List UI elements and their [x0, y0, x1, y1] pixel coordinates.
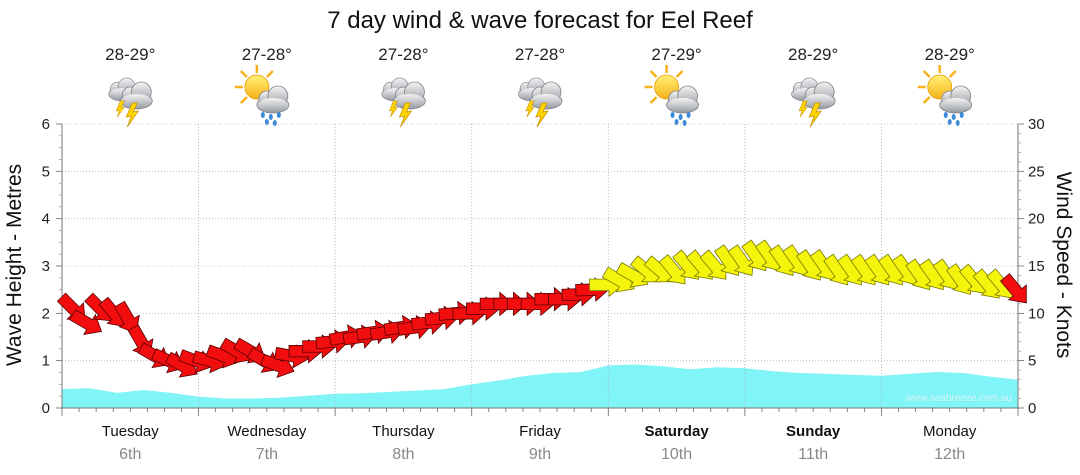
day-name-label: Thursday — [372, 423, 435, 440]
y-tick-label-left: 3 — [42, 258, 50, 275]
y-tick-label-right: 15 — [1028, 258, 1045, 275]
day-name-label: Tuesday — [102, 423, 159, 440]
y-tick-label-right: 0 — [1028, 400, 1036, 417]
wind-arrow — [727, 244, 754, 276]
wind-arrow — [69, 309, 103, 336]
y-tick-label-left: 0 — [42, 400, 50, 417]
cloud-storm-icon — [518, 78, 562, 127]
day-name-label: Saturday — [644, 423, 709, 440]
day-temperature: 28-29° — [788, 45, 838, 64]
y-tick-label-left: 4 — [42, 211, 50, 228]
day-date-label: 6th — [119, 446, 141, 463]
wind-arrow — [999, 273, 1027, 304]
day-date-label: 10th — [661, 446, 692, 463]
day-temperature: 28-29° — [925, 45, 975, 64]
y-tick-label-left: 5 — [42, 163, 50, 180]
y-tick-label-right: 5 — [1028, 353, 1036, 370]
sun-cloud-rain-icon — [235, 65, 289, 126]
wave-height-area — [62, 364, 1018, 408]
day-temperature: 27-28° — [378, 45, 428, 64]
y-tick-label-left: 1 — [42, 353, 50, 370]
day-temperature: 27-28° — [515, 45, 565, 64]
day-date-label: 9th — [529, 446, 551, 463]
day-date-label: 8th — [392, 446, 414, 463]
cloud-storm-icon — [792, 78, 836, 127]
day-name-label: Wednesday — [227, 423, 306, 440]
day-name-label: Monday — [923, 423, 977, 440]
day-date-label: 12th — [934, 446, 965, 463]
wind-arrow — [658, 254, 686, 285]
y-tick-label-right: 20 — [1028, 211, 1045, 228]
y-tick-label-left: 6 — [42, 116, 50, 133]
day-date-label: 11th — [798, 446, 828, 463]
y-tick-label-left: 2 — [42, 305, 50, 322]
wind-arrow — [114, 300, 140, 334]
cloud-storm-icon — [109, 78, 153, 127]
chart-title: 7 day wind & wave forecast for Eel Reef — [327, 7, 753, 34]
day-date-label: 7th — [256, 446, 278, 463]
wind-arrow — [699, 249, 727, 280]
sun-cloud-rain-icon — [645, 65, 699, 126]
day-temperature: 27-29° — [651, 45, 701, 64]
cloud-storm-icon — [382, 78, 426, 127]
day-name-label: Friday — [519, 423, 561, 440]
day-temperature: 28-29° — [105, 45, 155, 64]
y-axis-title-left: Wave Height - Metres — [3, 164, 26, 366]
sun-cloud-rain-icon — [918, 65, 972, 126]
watermark: www.seabreeze.com.au — [905, 393, 1012, 404]
y-tick-label-right: 25 — [1028, 163, 1045, 180]
y-tick-label-right: 10 — [1028, 305, 1045, 322]
day-name-label: Sunday — [786, 423, 841, 440]
day-temperature: 27-28° — [242, 45, 292, 64]
y-axis-title-right: Wind Speed - Knots — [1052, 172, 1075, 359]
y-tick-label-right: 30 — [1028, 116, 1045, 133]
